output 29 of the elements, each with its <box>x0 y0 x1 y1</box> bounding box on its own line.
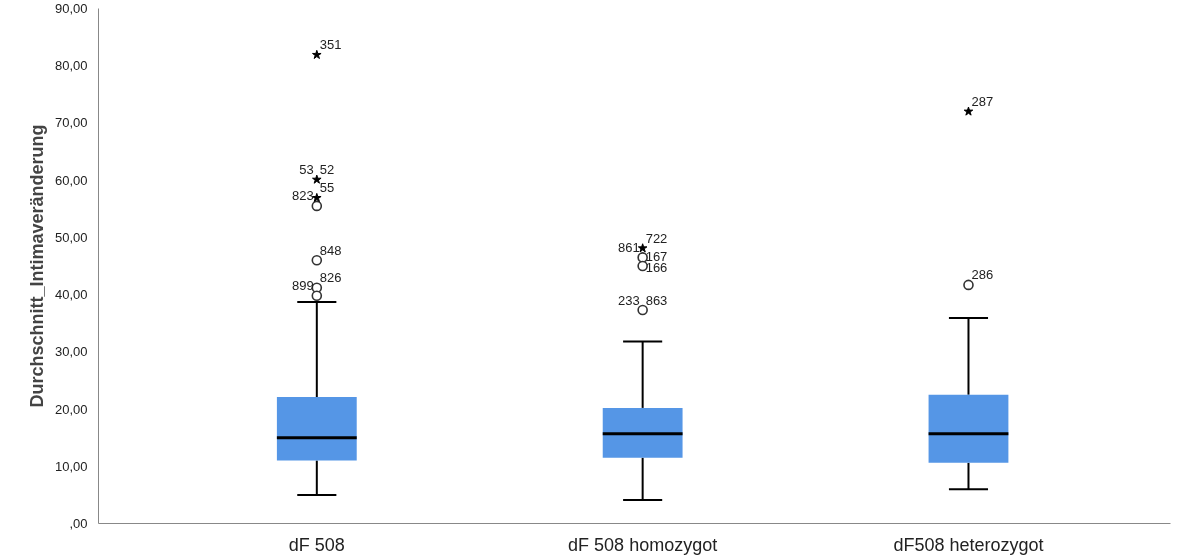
annotation: 863 <box>645 292 668 308</box>
annotation: 722 <box>645 230 668 246</box>
y-tick-label: 70,00 <box>54 115 88 131</box>
x-tick-label: dF 508 homozygot <box>568 534 718 555</box>
y-axis-title: Durchschnitt_Intimaveränderung <box>26 124 47 408</box>
y-tick-label: 30,00 <box>54 344 88 360</box>
y-tick-label: 50,00 <box>54 229 88 245</box>
annotation: 351 <box>319 37 342 53</box>
y-tick-label: 90,00 <box>54 1 88 16</box>
y-tick-label: 60,00 <box>54 172 88 188</box>
annotation: 848 <box>319 242 342 258</box>
annotation: 286 <box>971 267 994 283</box>
annotation: 55 <box>319 180 335 196</box>
annotation: 167 <box>645 248 668 264</box>
y-tick-label: 40,00 <box>54 287 88 303</box>
y-tick-label: 20,00 <box>54 401 88 417</box>
y-tick-label: ,00 <box>69 516 88 531</box>
annotation: 823 <box>292 188 314 204</box>
x-tick-label: dF508 heterozygot <box>893 534 1044 555</box>
y-tick-label: 10,00 <box>54 458 88 474</box>
annotation: 233 <box>617 292 640 308</box>
annotation: 287 <box>971 94 994 109</box>
x-tick-label: dF 508 <box>288 534 345 555</box>
annotation: 861 <box>617 239 640 255</box>
annotation: 53 <box>299 162 314 178</box>
annotation: 826 <box>319 270 342 286</box>
y-tick-label: 80,00 <box>54 58 88 74</box>
annotation: 52 <box>319 162 335 178</box>
annotation: 899 <box>292 278 314 294</box>
